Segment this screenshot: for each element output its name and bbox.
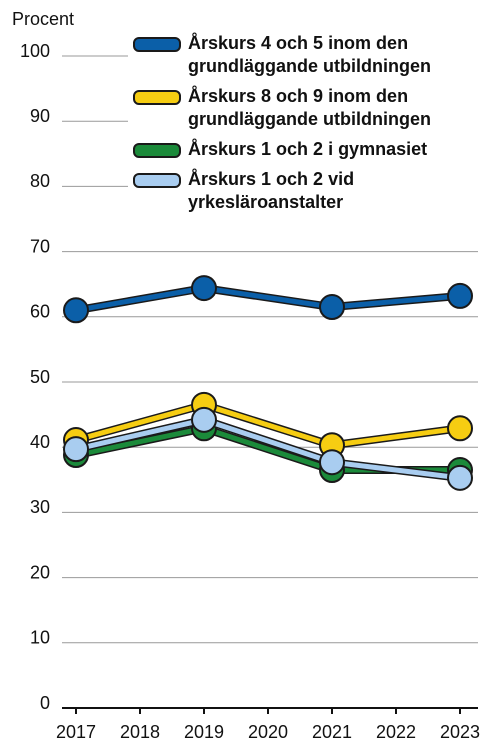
legend: Årskurs 4 och 5 inom den grundläggande u… bbox=[128, 32, 486, 221]
line bbox=[75, 402, 461, 448]
x-tick-label: 2020 bbox=[248, 722, 288, 742]
y-tick-label: 80 bbox=[30, 171, 50, 191]
x-tick-label: 2021 bbox=[312, 722, 352, 742]
y-tick-label: 90 bbox=[30, 106, 50, 126]
x-tick-label: 2017 bbox=[56, 722, 96, 742]
y-tick-label: 60 bbox=[30, 302, 50, 322]
legend-swatch bbox=[133, 173, 181, 188]
y-tick-label: 70 bbox=[30, 236, 50, 256]
legend-swatch bbox=[133, 90, 181, 105]
line bbox=[75, 285, 461, 313]
point bbox=[319, 294, 345, 321]
point bbox=[191, 406, 217, 433]
legend-item: Årskurs 1 och 2 i gymnasiet bbox=[128, 138, 486, 161]
x-tick-label: 2019 bbox=[184, 722, 224, 742]
line bbox=[75, 417, 461, 481]
y-tick-label: 100 bbox=[20, 41, 50, 61]
y-tick-label: 0 bbox=[40, 693, 50, 713]
legend-label: Årskurs 1 och 2 vid yrkesläroanstalter bbox=[188, 169, 355, 212]
y-tick-label: 30 bbox=[30, 497, 50, 517]
y-tick-label: 10 bbox=[30, 628, 50, 648]
legend-label: Årskurs 1 och 2 i gymnasiet bbox=[188, 139, 428, 159]
x-tick-label: 2023 bbox=[440, 722, 480, 742]
legend-item: Årskurs 4 och 5 inom den grundläggande u… bbox=[128, 32, 486, 78]
y-tick-label: 40 bbox=[30, 432, 50, 452]
legend-swatch bbox=[133, 37, 181, 52]
point bbox=[319, 449, 345, 476]
x-tick-label: 2022 bbox=[376, 722, 416, 742]
legend-item: Årskurs 8 och 9 inom den grundläggande u… bbox=[128, 85, 486, 131]
point bbox=[191, 275, 217, 302]
point bbox=[447, 464, 473, 491]
y-axis-label: Procent bbox=[12, 9, 74, 29]
y-tick-label: 20 bbox=[30, 562, 50, 582]
point bbox=[447, 415, 473, 442]
x-tick-label: 2018 bbox=[120, 722, 160, 742]
legend-swatch bbox=[133, 143, 181, 158]
legend-item: Årskurs 1 och 2 vid yrkesläroanstalter bbox=[128, 168, 486, 214]
y-tick-label: 50 bbox=[30, 367, 50, 387]
point bbox=[447, 282, 473, 309]
point bbox=[63, 436, 89, 463]
legend-label: Årskurs 4 och 5 inom den grundläggande u… bbox=[188, 33, 431, 76]
point bbox=[63, 297, 89, 324]
legend-label: Årskurs 8 och 9 inom den grundläggande u… bbox=[188, 86, 431, 129]
